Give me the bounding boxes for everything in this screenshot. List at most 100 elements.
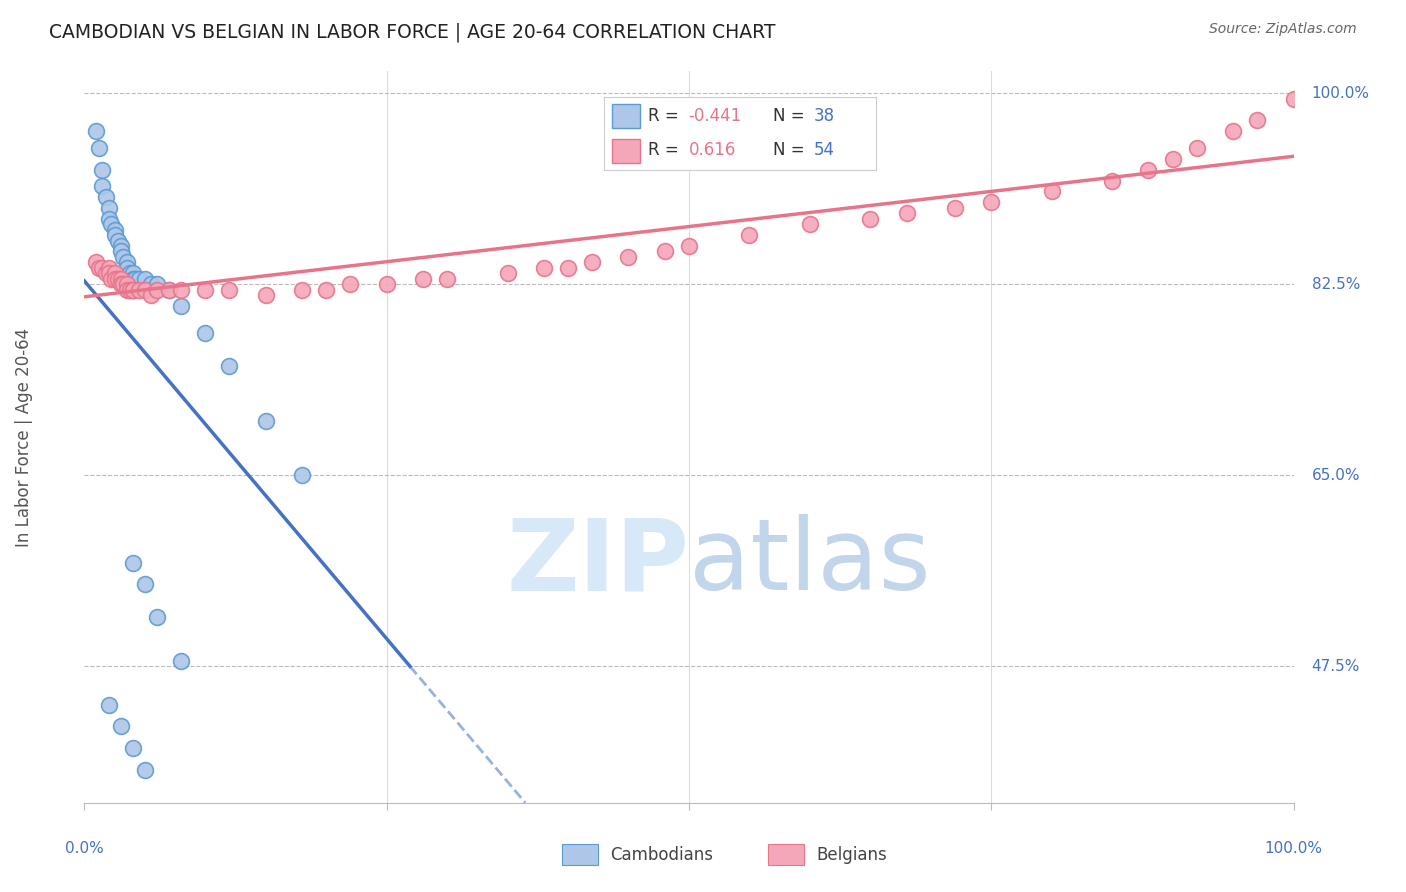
Point [128,272,150,286]
Point [146,283,169,297]
Point [943,201,966,215]
Point [100,272,122,286]
Point [1101,173,1123,187]
Point [1185,141,1208,155]
Text: atlas: atlas [689,514,931,611]
Point [533,260,555,275]
Point [170,283,193,297]
Point [87,141,110,155]
Point [97,698,120,712]
Point [496,266,519,280]
Point [799,217,821,231]
Point [436,272,458,286]
Point [104,272,127,286]
Point [124,272,146,286]
Point [94,190,117,204]
Text: 100.0%: 100.0% [1312,86,1369,101]
Point [94,266,117,280]
Point [104,266,127,280]
Point [980,195,1002,210]
Point [110,277,132,292]
Point [128,283,150,297]
Point [115,277,138,292]
Point [86,255,108,269]
Point [291,283,314,297]
Text: 100.0%: 100.0% [1264,841,1323,856]
Point [121,266,143,280]
Point [339,277,361,292]
Point [194,326,217,341]
Point [157,283,180,297]
Point [100,217,122,231]
Point [97,201,120,215]
Point [896,206,918,220]
Point [1246,113,1268,128]
Point [97,260,120,275]
FancyBboxPatch shape [562,845,599,865]
Point [218,359,240,373]
Point [110,719,132,733]
Point [157,283,180,297]
Point [91,179,114,194]
Point [859,211,882,226]
Point [121,272,143,286]
Text: 0.0%: 0.0% [65,841,104,856]
Text: 82.5%: 82.5% [1312,277,1360,292]
Point [146,277,169,292]
Point [315,283,337,297]
Point [112,277,135,292]
Point [121,283,143,297]
Point [146,610,169,624]
Point [134,272,156,286]
Text: Belgians: Belgians [815,847,887,864]
Text: ZIP: ZIP [506,514,689,611]
Point [91,260,114,275]
Point [1040,185,1063,199]
Point [170,654,193,668]
Point [112,250,135,264]
Point [121,741,143,756]
Point [120,266,142,280]
Point [654,244,676,259]
Text: Source: ZipAtlas.com: Source: ZipAtlas.com [1209,22,1357,37]
Point [115,283,138,297]
Text: 47.5%: 47.5% [1312,659,1360,673]
Point [87,260,110,275]
Point [1161,152,1184,166]
Point [291,468,314,483]
Point [218,283,240,297]
Text: Cambodians: Cambodians [610,847,713,864]
Point [134,763,156,777]
Point [110,239,132,253]
Point [254,288,277,302]
Point [104,222,127,236]
Point [139,288,162,302]
FancyBboxPatch shape [768,845,804,865]
Point [115,255,138,269]
Point [115,260,138,275]
Point [1137,162,1160,177]
Point [194,283,217,297]
Point [412,272,434,286]
Point [254,414,277,428]
Point [120,283,142,297]
Point [581,255,603,269]
Point [375,277,398,292]
Point [104,228,127,243]
Point [738,228,761,243]
Point [97,211,120,226]
Point [1222,124,1244,138]
Point [170,299,193,313]
Point [91,162,114,177]
Point [557,260,579,275]
Point [139,277,162,292]
Point [97,266,120,280]
Point [134,283,156,297]
Point [1282,92,1305,106]
Point [110,244,132,259]
Point [678,239,700,253]
Text: In Labor Force | Age 20-64: In Labor Force | Age 20-64 [15,327,32,547]
Text: 65.0%: 65.0% [1312,467,1360,483]
Point [617,250,640,264]
Point [107,234,129,248]
